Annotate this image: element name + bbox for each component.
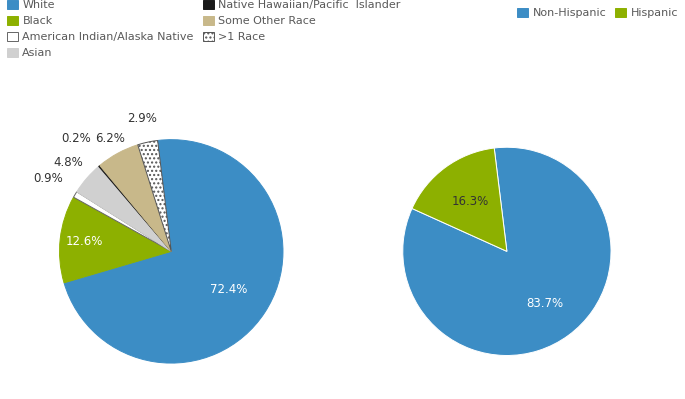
Text: 72.4%: 72.4%	[210, 283, 248, 296]
Wedge shape	[60, 197, 171, 283]
Wedge shape	[73, 192, 171, 251]
Wedge shape	[77, 166, 171, 251]
Text: 0.2%: 0.2%	[62, 132, 91, 145]
Legend: Non-Hispanic, Hispanic: Non-Hispanic, Hispanic	[517, 8, 678, 18]
Text: 6.2%: 6.2%	[95, 132, 125, 145]
Text: 2.9%: 2.9%	[127, 112, 158, 124]
Wedge shape	[99, 166, 171, 251]
Wedge shape	[138, 140, 171, 251]
Text: 12.6%: 12.6%	[66, 235, 103, 248]
Wedge shape	[64, 140, 283, 363]
Text: 83.7%: 83.7%	[527, 297, 564, 310]
Text: 16.3%: 16.3%	[451, 195, 488, 207]
Text: 0.9%: 0.9%	[34, 172, 63, 185]
Wedge shape	[100, 145, 171, 251]
Text: 4.8%: 4.8%	[53, 156, 83, 169]
Legend: White, Black, American Indian/Alaska Native, Asian, Native Hawaiian/Pacific  Isl: White, Black, American Indian/Alaska Nat…	[7, 0, 401, 58]
Wedge shape	[403, 147, 611, 356]
Wedge shape	[412, 148, 507, 251]
